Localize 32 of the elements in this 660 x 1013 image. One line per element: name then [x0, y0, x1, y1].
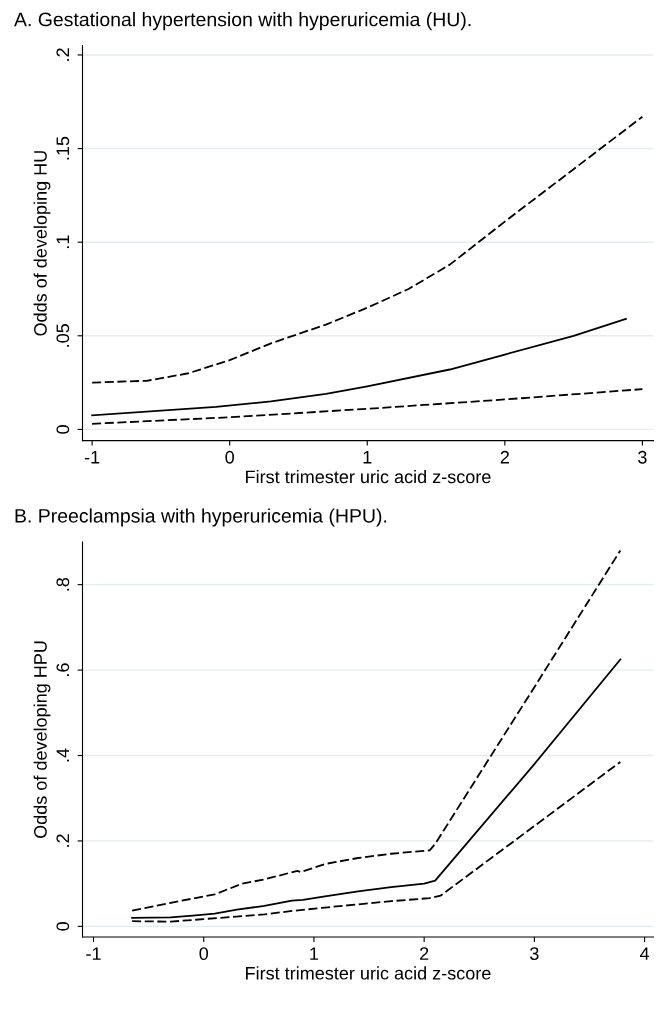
line-series	[91, 115, 644, 384]
x-tick-label: 1	[363, 451, 372, 464]
line-series	[91, 388, 644, 425]
y-tick-label: .05	[56, 324, 70, 347]
line-series	[131, 658, 622, 919]
y-tick-label: .6	[56, 663, 70, 676]
chart-title: B. Preeclampsia with hyperuricemia (HPU).	[15, 508, 387, 527]
x-tick-label: 3	[530, 947, 539, 961]
y-tick-label: .8	[56, 577, 70, 591]
y-tick-label: .1	[56, 235, 70, 249]
y-axis-title: Odds of developing HU	[33, 151, 51, 336]
y-tick-label: .2	[56, 834, 70, 847]
x-tick-label: 4	[639, 947, 650, 960]
x-tick-label: 0	[199, 947, 209, 961]
line-series	[91, 318, 627, 417]
x-axis-title: First trimester uric acid z-score	[246, 966, 491, 980]
line-series	[131, 549, 622, 912]
x-tick-label: -1	[86, 947, 101, 960]
y-tick-label: .15	[56, 136, 70, 160]
y-tick-label: 0	[56, 922, 70, 931]
x-tick-label: 1	[310, 947, 319, 960]
x-tick-label: 0	[225, 450, 235, 464]
chart-title: A. Gestational hypertension with hyperuricemia (HU).	[14, 12, 471, 31]
x-tick-label: 2	[420, 947, 429, 960]
y-tick-label: .4	[56, 748, 70, 762]
y-tick-label: 0	[56, 425, 70, 434]
y-axis-title: Odds of developing HPU	[33, 641, 51, 838]
y-tick-label: .2	[56, 48, 70, 61]
x-tick-label: 2	[500, 450, 509, 464]
x-tick-label: -1	[84, 451, 100, 464]
x-axis-title: First trimester uric acid z-score	[246, 469, 491, 484]
x-tick-label: 3	[638, 450, 647, 464]
